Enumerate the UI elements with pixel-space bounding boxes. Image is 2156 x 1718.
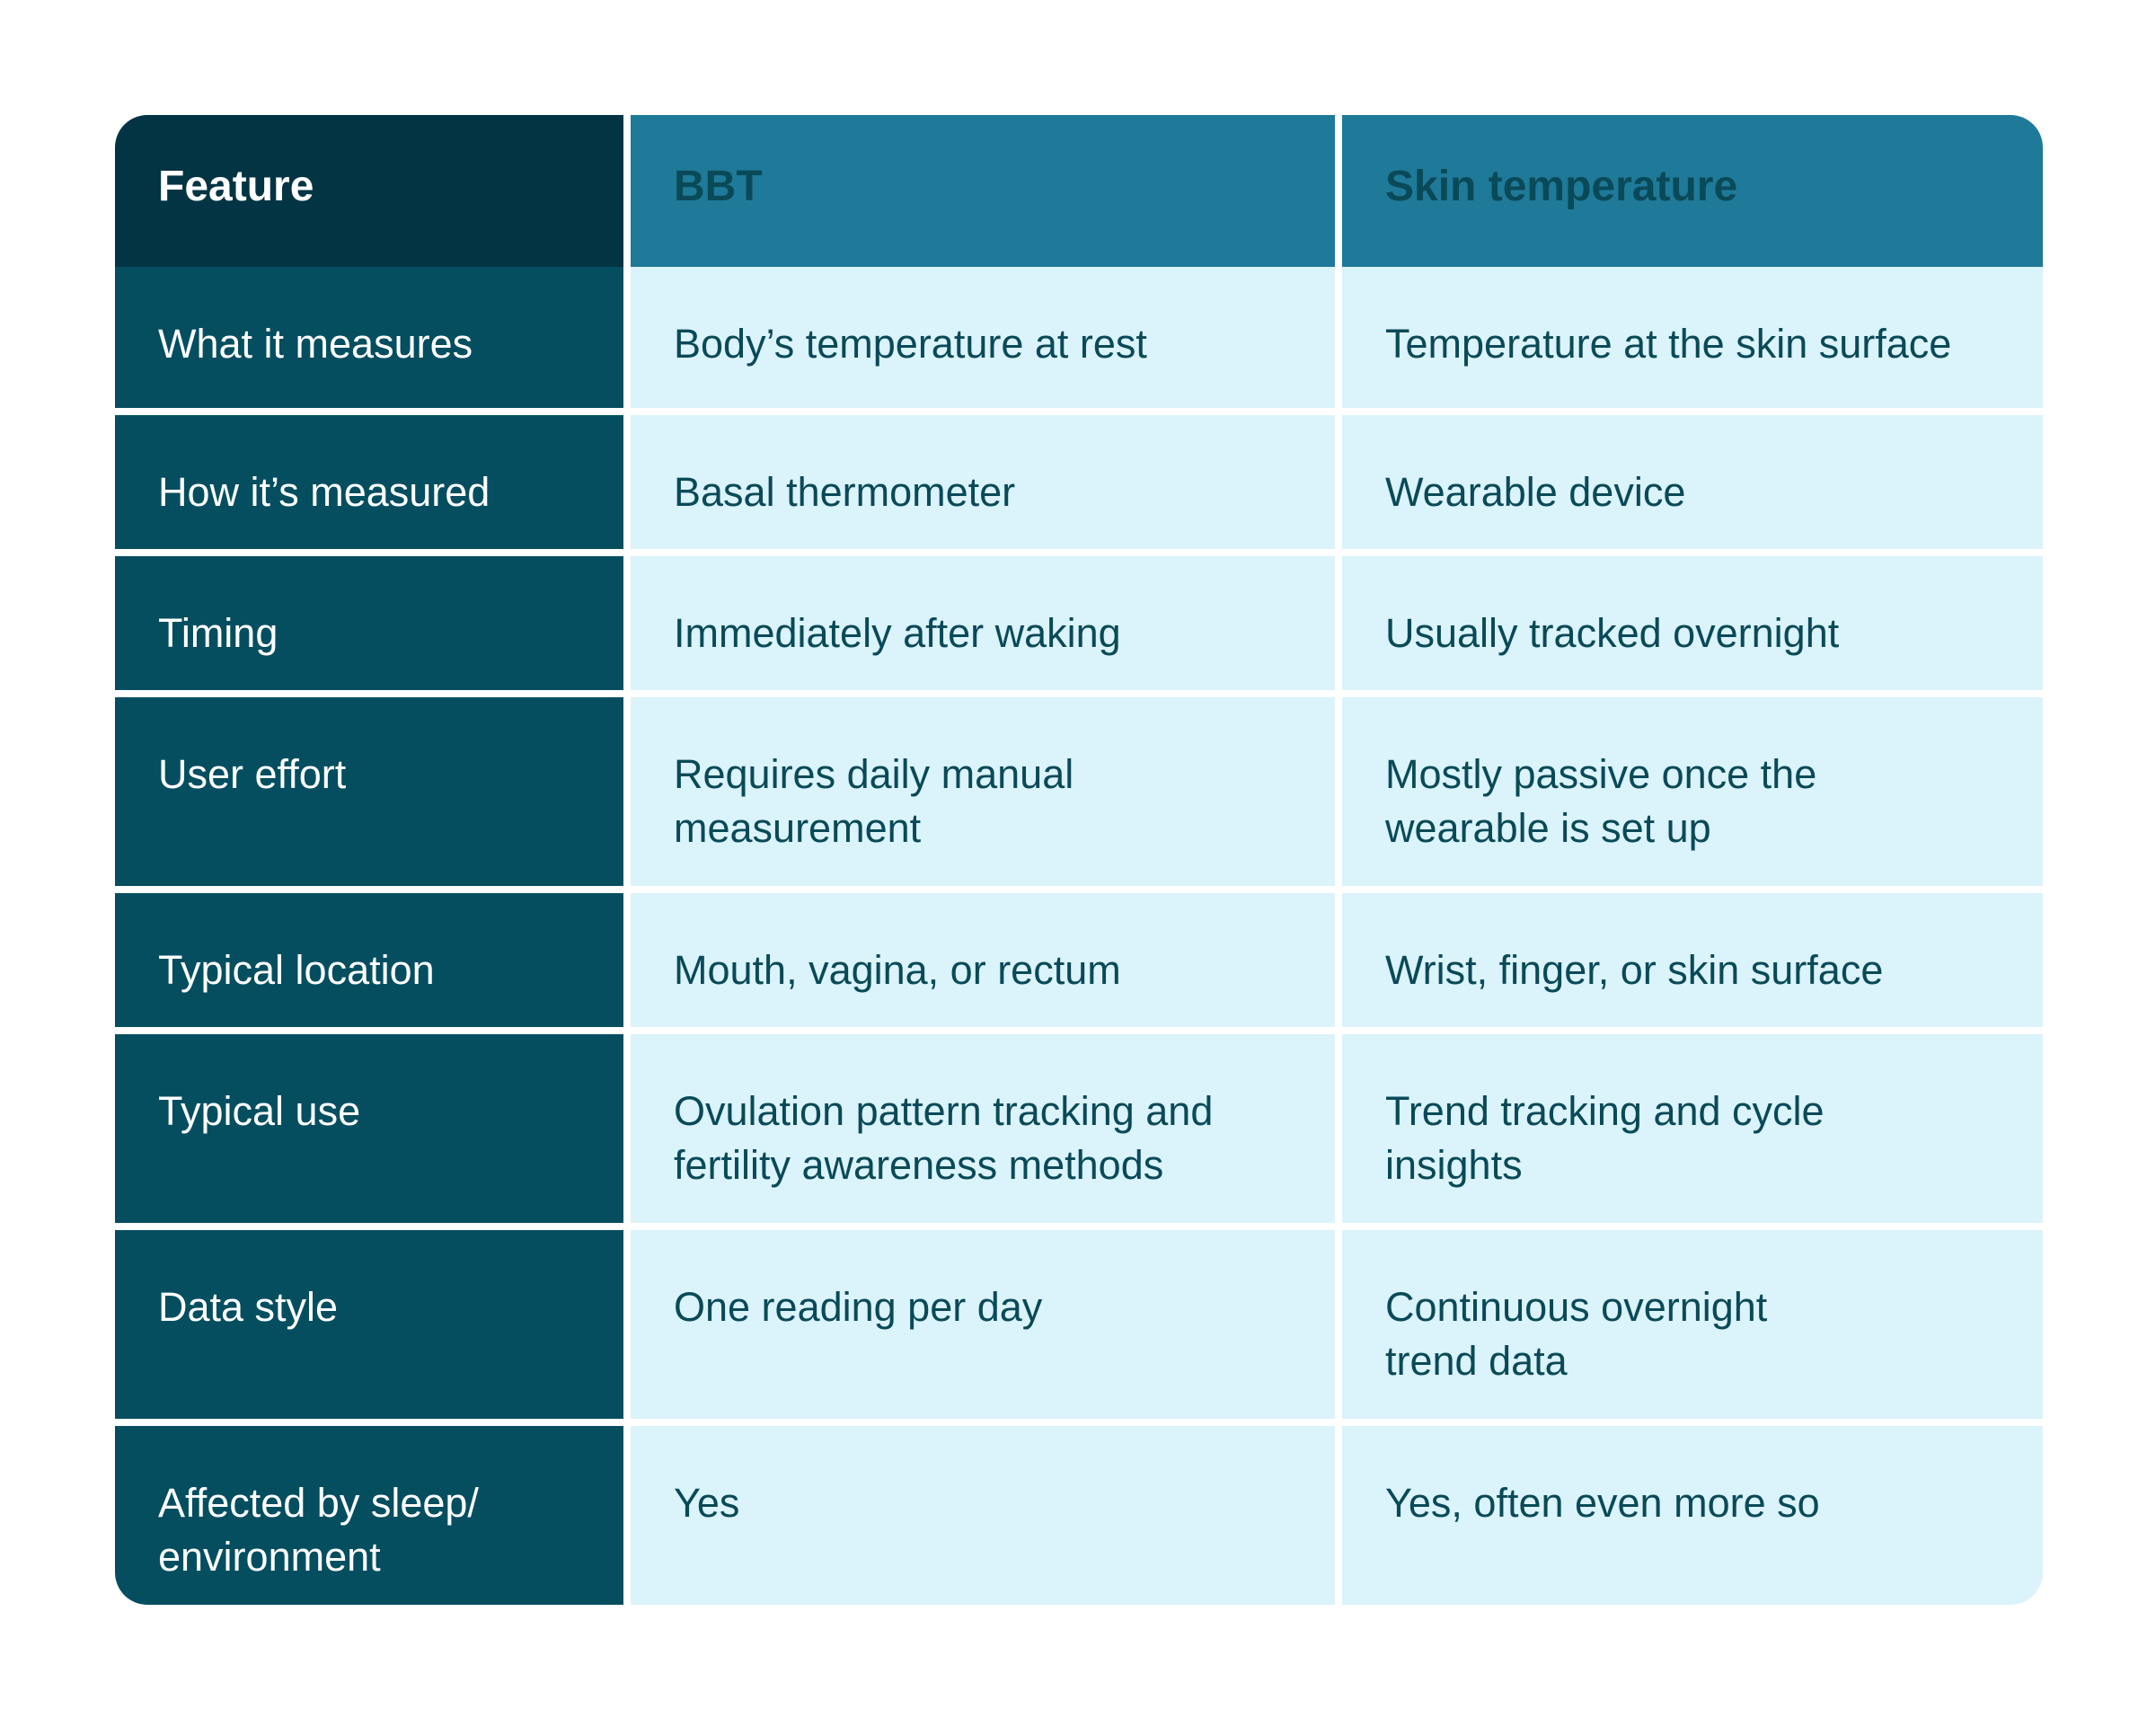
row-bbt-value: Yes [623, 1419, 1335, 1605]
table-grid: Feature BBT Skin temperature What it mea… [115, 115, 2043, 1605]
row-bbt-value: Immediately after waking [623, 549, 1335, 690]
header-feature: Feature [115, 115, 623, 267]
row-skin-value: Mostly passive once the wearable is set … [1335, 690, 2043, 886]
row-feature-label: Data style [115, 1223, 623, 1419]
row-skin-value: Usually tracked overnight [1335, 549, 2043, 690]
row-bbt-value: Ovulation pattern tracking and fertility… [623, 1027, 1335, 1223]
header-skin-temperature: Skin temperature [1335, 115, 2043, 267]
row-skin-value: Yes, often even more so [1335, 1419, 2043, 1605]
row-bbt-value: Basal thermometer [623, 408, 1335, 549]
row-feature-label: What it measures [115, 267, 623, 408]
header-bbt: BBT [623, 115, 1335, 267]
row-feature-label: Typical location [115, 886, 623, 1027]
row-skin-value: Trend tracking and cycle insights [1335, 1027, 2043, 1223]
row-feature-label: Typical use [115, 1027, 623, 1223]
row-feature-label: Affected by sleep/ environment [115, 1419, 623, 1605]
comparison-table: Feature BBT Skin temperature What it mea… [115, 115, 2043, 1605]
row-feature-label: How it’s measured [115, 408, 623, 549]
row-skin-value: Temperature at the skin surface [1335, 267, 2043, 408]
row-skin-value: Wrist, finger, or skin surface [1335, 886, 2043, 1027]
row-bbt-value: One reading per day [623, 1223, 1335, 1419]
row-bbt-value: Mouth, vagina, or rectum [623, 886, 1335, 1027]
row-bbt-value: Requires daily manual measurement [623, 690, 1335, 886]
row-bbt-value: Body’s temperature at rest [623, 267, 1335, 408]
row-feature-label: Timing [115, 549, 623, 690]
row-feature-label: User effort [115, 690, 623, 886]
row-skin-value: Continuous overnight trend data [1335, 1223, 2043, 1419]
row-skin-value: Wearable device [1335, 408, 2043, 549]
